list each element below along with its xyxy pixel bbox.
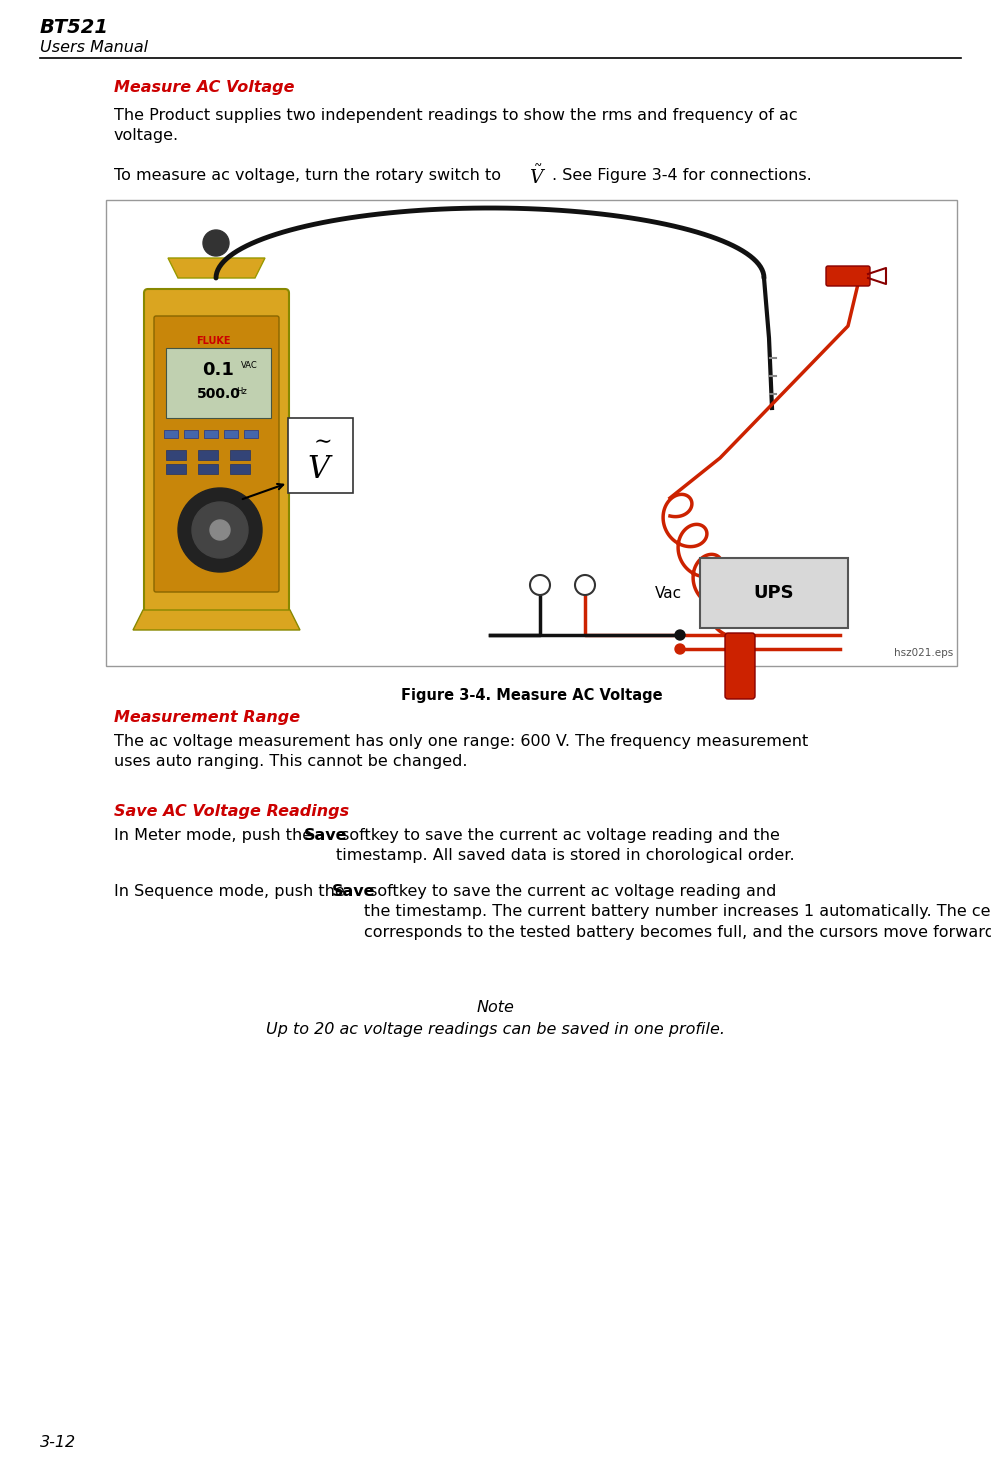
Text: Save AC Voltage Readings: Save AC Voltage Readings [114, 804, 349, 819]
Text: Measure AC Voltage: Measure AC Voltage [114, 80, 294, 95]
FancyBboxPatch shape [826, 266, 870, 287]
Text: 3-12: 3-12 [40, 1436, 76, 1450]
Text: Up to 20 ac voltage readings can be saved in one profile.: Up to 20 ac voltage readings can be save… [266, 1022, 725, 1037]
Text: UPS: UPS [754, 583, 795, 602]
Text: BT521: BT521 [40, 18, 109, 37]
Bar [106, 200, 957, 667]
Text: To measure ac voltage, turn the rotary switch to: To measure ac voltage, turn the rotary s… [114, 168, 506, 183]
FancyBboxPatch shape [144, 289, 289, 614]
Bar [166, 450, 186, 461]
Bar [198, 450, 218, 461]
Text: $\tilde{V}$: $\tilde{V}$ [529, 165, 546, 189]
Text: 0.1: 0.1 [202, 361, 235, 379]
Text: FLUKE: FLUKE [196, 336, 231, 346]
Text: . See Figure 3-4 for connections.: . See Figure 3-4 for connections. [552, 168, 812, 183]
Circle shape [178, 488, 262, 572]
Bar [230, 450, 250, 461]
Bar [700, 558, 848, 629]
Bar [198, 463, 218, 474]
Circle shape [675, 643, 685, 654]
Bar [204, 430, 218, 439]
Circle shape [203, 230, 229, 256]
Text: In Meter mode, push the: In Meter mode, push the [114, 827, 317, 844]
Text: VAC: VAC [241, 361, 258, 370]
Text: Hz: Hz [237, 387, 247, 396]
Text: The ac voltage measurement has only one range: 600 V. The frequency measurement
: The ac voltage measurement has only one … [114, 734, 809, 769]
FancyBboxPatch shape [725, 633, 755, 699]
Text: $\sim$: $\sim$ [309, 430, 332, 450]
Bar [230, 463, 250, 474]
Bar [166, 348, 271, 418]
Text: Figure 3-4. Measure AC Voltage: Figure 3-4. Measure AC Voltage [400, 689, 662, 703]
Text: Users Manual: Users Manual [40, 39, 148, 56]
Bar [224, 430, 238, 439]
Text: softkey to save the current ac voltage reading and
the timestamp. The current ba: softkey to save the current ac voltage r… [364, 885, 991, 940]
FancyBboxPatch shape [154, 316, 279, 592]
Text: Measurement Range: Measurement Range [114, 711, 300, 725]
Circle shape [530, 575, 550, 595]
Bar [164, 430, 178, 439]
Text: Note: Note [477, 1000, 514, 1015]
Text: softkey to save the current ac voltage reading and the
timestamp. All saved data: softkey to save the current ac voltage r… [336, 827, 795, 864]
Text: Vac: Vac [654, 585, 682, 601]
Bar [184, 430, 198, 439]
Text: 500.0: 500.0 [196, 387, 241, 401]
Polygon shape [168, 257, 265, 278]
Bar [166, 463, 186, 474]
Bar [288, 418, 353, 493]
Text: Save: Save [332, 885, 376, 899]
Circle shape [210, 520, 230, 539]
Circle shape [675, 630, 685, 640]
Text: $V$: $V$ [307, 456, 334, 484]
Circle shape [192, 501, 248, 558]
Text: hsz021.eps: hsz021.eps [894, 648, 953, 658]
Polygon shape [133, 610, 300, 630]
Text: In Sequence mode, push the: In Sequence mode, push the [114, 885, 350, 899]
Bar [244, 430, 258, 439]
Text: Save: Save [304, 827, 348, 844]
Text: The Product supplies two independent readings to show the rms and frequency of a: The Product supplies two independent rea… [114, 108, 798, 143]
Circle shape [575, 575, 595, 595]
